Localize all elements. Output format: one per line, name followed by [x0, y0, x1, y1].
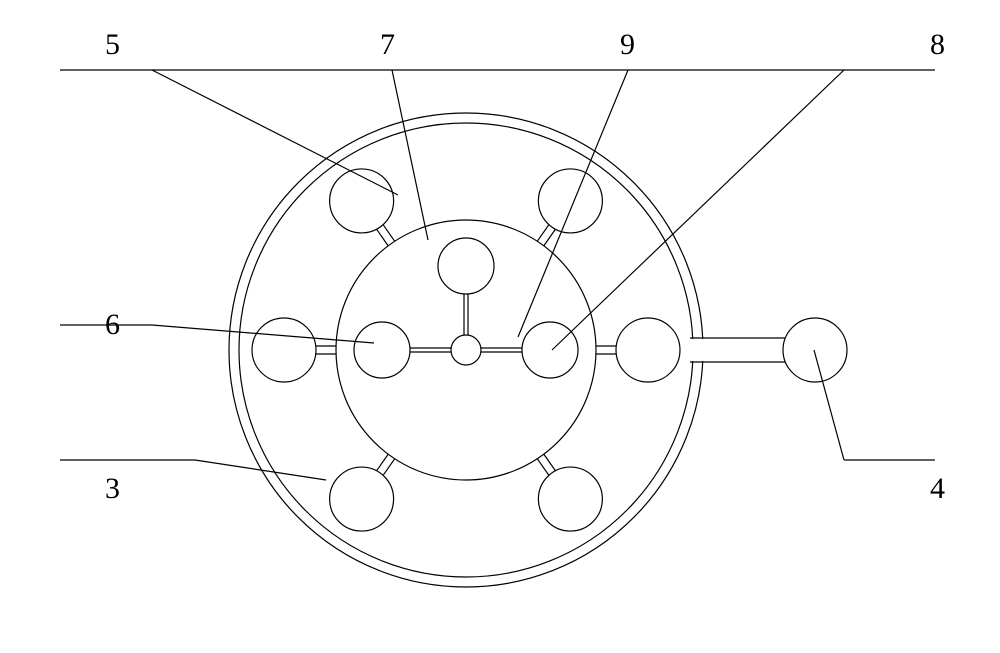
label-5: 5 [105, 28, 120, 62]
port-mask [686, 339, 790, 361]
mid-node-1 [438, 238, 494, 294]
leader-7 [392, 70, 428, 240]
outer-node-0 [616, 318, 680, 382]
label-9: 9 [620, 28, 635, 62]
mid-node-0 [522, 322, 578, 378]
outer-node-3 [252, 318, 316, 382]
outer-node-1 [538, 169, 602, 233]
label-3: 3 [105, 472, 120, 506]
outer-node-2 [330, 169, 394, 233]
port-node [783, 318, 847, 382]
label-4: 4 [930, 472, 945, 506]
leader-5 [152, 70, 398, 195]
label-8: 8 [930, 28, 945, 62]
label-6: 6 [105, 308, 120, 342]
outer-node-5 [538, 467, 602, 531]
label-7: 7 [380, 28, 395, 62]
mid-node-2 [354, 322, 410, 378]
outer-node-4 [330, 467, 394, 531]
center-node [451, 335, 481, 365]
leader-3 [195, 460, 326, 480]
